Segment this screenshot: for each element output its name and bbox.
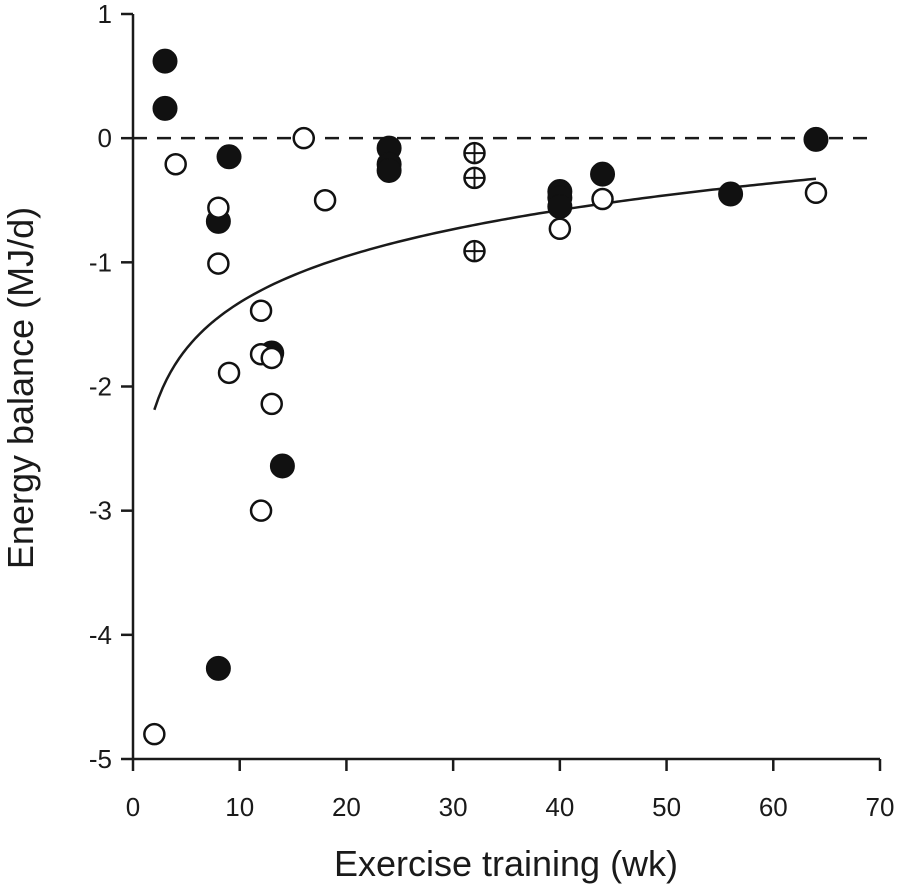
filled-point	[152, 48, 178, 74]
open-point	[217, 361, 241, 385]
y-tick-label: 1	[98, 0, 112, 29]
filled-point	[152, 95, 178, 121]
data-points	[143, 48, 829, 746]
filled-point	[803, 126, 829, 152]
y-tick-label: -3	[89, 496, 112, 526]
open-point	[292, 126, 315, 150]
filled-point	[269, 453, 295, 479]
axes	[121, 12, 882, 771]
filled-point	[547, 193, 573, 219]
crossed-point	[463, 166, 486, 190]
filled-point	[590, 161, 616, 187]
open-point	[804, 181, 828, 205]
open-point	[591, 187, 614, 211]
crossed-point	[463, 141, 486, 165]
x-axis-title: Exercise training (wk)	[334, 843, 678, 884]
open-point	[548, 217, 572, 241]
open-point	[313, 189, 337, 212]
open-point	[143, 722, 166, 746]
open-point	[249, 299, 273, 323]
open-point	[207, 252, 230, 275]
filled-point	[718, 181, 744, 207]
y-tick-label: 0	[98, 123, 112, 153]
filled-point	[216, 144, 242, 170]
x-tick-label: 30	[439, 792, 468, 822]
filled-point	[376, 157, 402, 183]
y-tick-label: -5	[89, 744, 112, 774]
x-tick-label: 60	[759, 792, 788, 822]
y-axis-title: Energy balance (MJ/d)	[0, 207, 41, 569]
x-tick-label: 20	[332, 792, 361, 822]
x-tick-label: 10	[225, 792, 254, 822]
fit-curve	[153, 177, 817, 411]
y-tick-label: -4	[89, 620, 112, 650]
open-point	[260, 392, 283, 416]
y-tick-label: -2	[89, 372, 112, 402]
filled-point	[205, 655, 231, 681]
y-tick-label: -1	[89, 247, 112, 277]
crossed-point	[463, 239, 486, 263]
open-point	[164, 152, 187, 176]
x-tick-label: 70	[866, 792, 895, 822]
open-point	[207, 196, 230, 219]
x-tick-label: 40	[545, 792, 574, 822]
x-tick-label: 50	[652, 792, 681, 822]
open-point	[249, 499, 273, 522]
fit-curve-group	[153, 177, 817, 411]
open-point	[260, 346, 283, 370]
x-tick-label: 0	[126, 792, 140, 822]
